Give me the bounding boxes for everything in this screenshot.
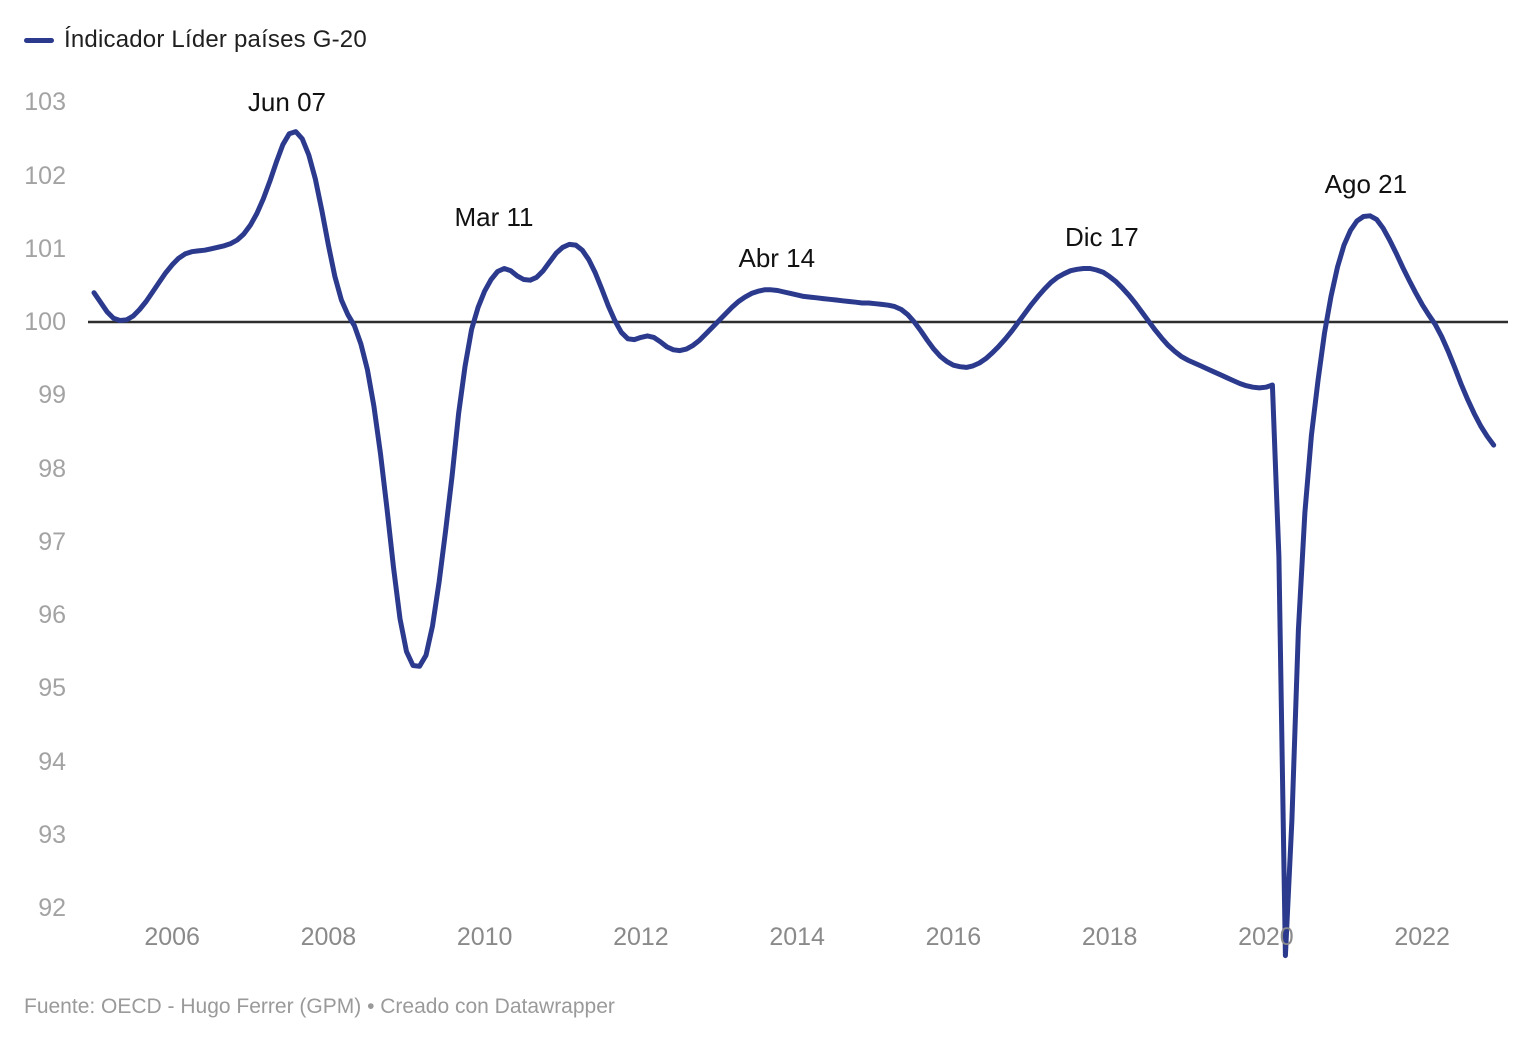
y-tick-label: 93 <box>38 820 66 849</box>
y-tick-label: 98 <box>38 454 66 483</box>
peak-annotation: Abr 14 <box>738 242 816 273</box>
legend-line-swatch <box>24 37 54 43</box>
x-tick-label: 2020 <box>1238 923 1294 951</box>
y-tick-label: 102 <box>24 161 66 190</box>
x-tick-label: 2010 <box>456 923 513 951</box>
y-tick-label: 99 <box>38 381 66 410</box>
x-tick-label: 2008 <box>300 923 357 951</box>
legend-label: Índicador Líder países G-20 <box>64 26 367 53</box>
y-tick-label: 94 <box>38 747 66 776</box>
indicator-line <box>91 129 1497 959</box>
peak-annotation: Ago 21 <box>1324 169 1408 200</box>
peak-annotation: Mar 11 <box>454 202 534 233</box>
peak-annotation: Jun 07 <box>247 87 326 118</box>
x-tick-label: 2022 <box>1394 923 1450 951</box>
peak-annotation: Dic 17 <box>1064 222 1139 253</box>
y-tick-label: 100 <box>24 308 66 336</box>
y-tick-label: 101 <box>24 234 66 263</box>
legend: Índicador Líder países G-20 <box>24 26 367 54</box>
x-tick-label: 2014 <box>769 923 825 951</box>
x-tick-label: 2006 <box>144 923 200 951</box>
y-tick-label: 97 <box>38 527 66 556</box>
source-note: Fuente: OECD - Hugo Ferrer (GPM) • Cread… <box>24 995 615 1018</box>
x-tick-label: 2018 <box>1081 923 1138 951</box>
y-tick-label: 92 <box>38 894 66 922</box>
x-tick-label: 2012 <box>613 923 669 951</box>
x-tick-label: 2016 <box>925 923 982 951</box>
y-tick-label: 96 <box>38 601 66 629</box>
y-tick-label: 95 <box>38 674 66 703</box>
y-tick-label: 103 <box>24 88 66 117</box>
